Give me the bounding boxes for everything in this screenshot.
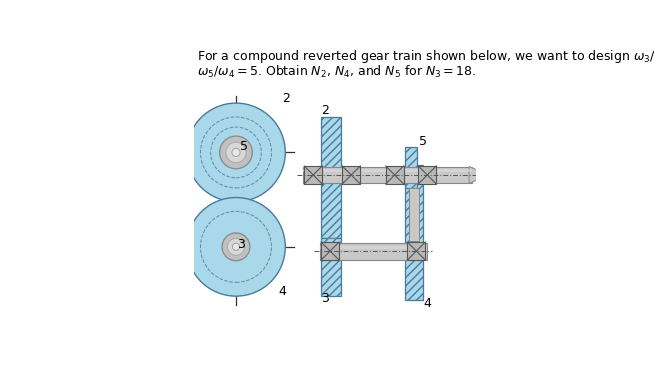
Bar [304,166,322,184]
Circle shape [226,142,246,163]
Bar [405,147,417,188]
Bar [405,165,422,300]
Bar [342,166,360,184]
Bar [409,188,419,241]
Bar [303,167,472,183]
Circle shape [232,148,240,157]
Bar [320,117,341,238]
Bar [303,169,472,172]
Text: $\omega_5/\omega_4 = 5$. Obtain $N_2$, $N_4$, and $N_5$ for $N_3 = 18$.: $\omega_5/\omega_4 = 5$. Obtain $N_2$, $… [196,64,476,80]
Circle shape [186,198,285,296]
Bar [320,238,341,296]
Text: 5: 5 [419,135,426,148]
Text: 2: 2 [283,92,290,105]
Text: 4: 4 [278,285,286,298]
Bar [419,166,436,184]
Circle shape [222,233,250,261]
Text: 3: 3 [321,292,329,305]
Text: 5: 5 [240,140,249,153]
Circle shape [220,136,252,169]
Circle shape [186,103,285,202]
Polygon shape [469,167,479,183]
Bar [320,246,427,249]
Circle shape [228,238,245,255]
Bar [407,242,425,260]
Text: For a compound reverted gear train shown below, we want to design $\omega_3/\ome: For a compound reverted gear train shown… [196,48,654,65]
Text: 3: 3 [237,238,245,251]
Bar [320,243,427,259]
Circle shape [232,243,239,250]
Text: 2: 2 [321,104,329,117]
Bar [386,166,404,184]
Bar [321,242,339,260]
Text: 4: 4 [424,296,432,310]
